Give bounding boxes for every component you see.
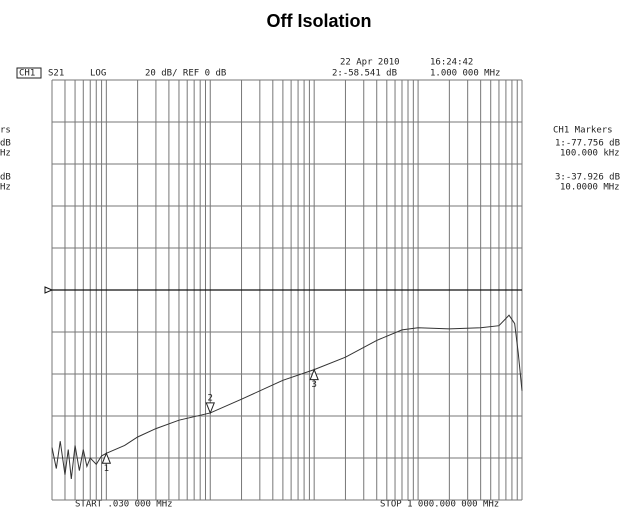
scale: 20 dB/ REF 0 dB xyxy=(145,69,226,79)
active-marker-value: 2:-58.541 dB xyxy=(332,69,397,79)
chart-title: Off Isolation xyxy=(267,11,372,31)
marker-readout: 100.000 kHz xyxy=(560,149,620,159)
stop-label: STOP 1 000.000 000 MHz xyxy=(380,500,499,509)
parameter: S21 xyxy=(48,69,64,79)
channel: CH1 xyxy=(19,69,35,79)
trace xyxy=(51,314,523,480)
marker-readout: 1:-77.756 dB xyxy=(555,139,620,149)
cut-text: Hz xyxy=(0,183,11,193)
reference-arrow xyxy=(44,286,54,294)
format: LOG xyxy=(90,69,106,79)
marker xyxy=(309,368,319,381)
marker xyxy=(205,402,215,415)
time: 16:24:42 xyxy=(430,58,473,68)
marker-label: 1 xyxy=(104,464,109,474)
marker-label: 3 xyxy=(311,380,316,390)
marker-label: 2 xyxy=(208,393,213,403)
channel-box xyxy=(16,67,42,79)
cut-text: Hz xyxy=(0,149,11,159)
markers-title: CH1 Markers xyxy=(553,126,613,136)
cut-text: dB xyxy=(0,139,11,149)
active-marker-freq: 1.000 000 MHz xyxy=(430,69,500,79)
start-label: START .030 000 MHz xyxy=(75,500,173,509)
marker-readout: 3:-37.926 dB xyxy=(555,173,620,183)
marker xyxy=(101,451,112,464)
marker-readout: 10.0000 MHz xyxy=(560,183,620,193)
date: 22 Apr 2010 xyxy=(340,58,400,68)
cut-text: dB xyxy=(0,173,11,183)
cut-text: rs xyxy=(0,126,11,136)
